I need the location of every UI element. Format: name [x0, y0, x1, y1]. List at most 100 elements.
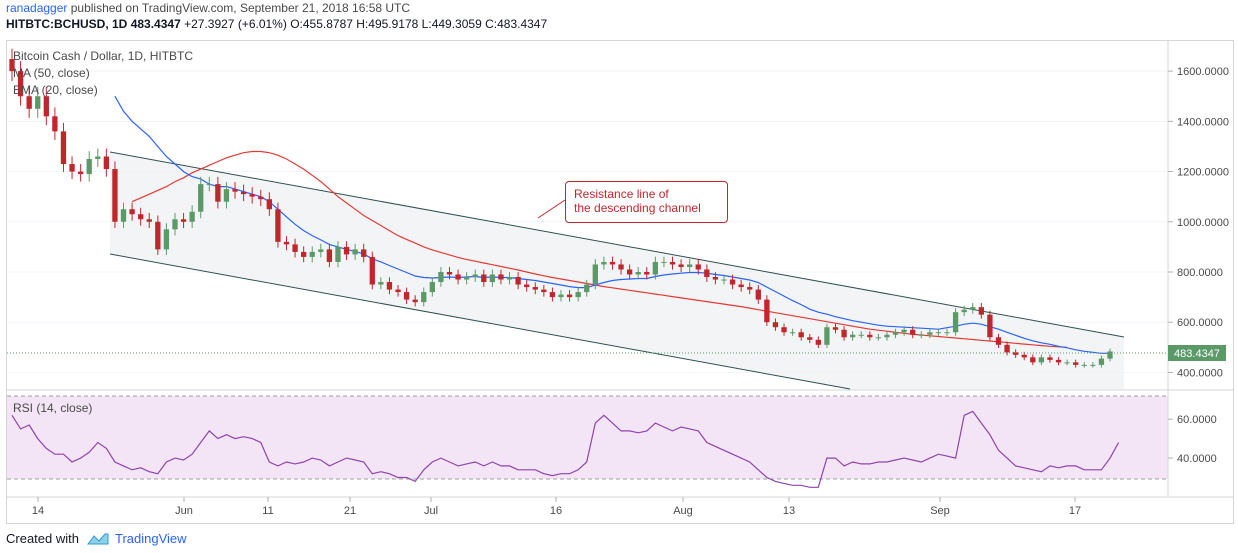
candle-body: [515, 277, 521, 285]
candle-body: [772, 322, 779, 328]
candle-body: [9, 59, 15, 72]
candle-body: [146, 219, 152, 222]
time-tick-label: 11: [262, 505, 273, 517]
candle-body: [103, 156, 110, 170]
time-tick-label: 16: [550, 505, 562, 517]
price-tick-label: 1600.0000: [1177, 66, 1229, 78]
candle-body: [532, 287, 538, 290]
published-text: published on TradingView.com, September …: [67, 1, 411, 15]
price-badge: 483.4347: [1174, 348, 1220, 360]
price-tick-label: 400.0000: [1177, 367, 1223, 379]
tradingview-link[interactable]: TradingView: [114, 531, 187, 546]
candle-body: [326, 249, 333, 262]
candle-body: [180, 219, 187, 222]
candle-body: [1073, 362, 1079, 365]
candle-body: [172, 219, 178, 230]
time-tick-label: 21: [344, 505, 356, 517]
candle-body: [815, 339, 822, 345]
candle-body: [858, 334, 864, 336]
candle-body: [240, 191, 247, 195]
candle-body: [549, 292, 556, 298]
candle-body: [215, 184, 221, 202]
candle-body: [300, 251, 307, 257]
candle-body: [601, 261, 607, 265]
candle-body: [541, 289, 547, 293]
candle-body: [283, 241, 290, 245]
price-tick-label: 1400.0000: [1177, 116, 1229, 128]
high-label: H:: [356, 17, 369, 31]
candle-body: [1047, 357, 1053, 360]
candle-body: [807, 337, 813, 340]
candle-body: [1030, 357, 1036, 363]
candle-body: [738, 284, 744, 288]
candle-body: [275, 209, 281, 242]
candle-body: [901, 329, 907, 333]
time-tick-label: 13: [783, 505, 795, 517]
candle-body: [635, 271, 641, 275]
time-tick-label: 17: [1069, 505, 1081, 517]
candle-body: [412, 299, 418, 303]
ma50-legend[interactable]: MA (50, close): [13, 66, 90, 80]
price-tick-label: 800.0000: [1177, 267, 1223, 279]
candle-body: [189, 211, 195, 222]
candle-body: [52, 116, 58, 132]
rsi-band: [7, 396, 1168, 479]
high-value: 495.9178: [368, 17, 419, 31]
candle-body: [1081, 364, 1087, 366]
candle-body: [626, 269, 633, 275]
candle-body: [609, 261, 616, 265]
price-tick-label: 1000.0000: [1177, 217, 1229, 229]
candle-body: [421, 292, 427, 303]
time-tick-label: Aug: [673, 505, 693, 517]
candle-body: [1021, 354, 1027, 358]
candle-body: [695, 264, 701, 270]
candle-body: [155, 221, 161, 250]
close-value: 483.4347: [497, 17, 548, 31]
candle-body: [798, 332, 804, 338]
candle-body: [678, 264, 684, 267]
candle-body: [26, 96, 32, 109]
time-tick-label: 14: [32, 505, 44, 517]
candle-body: [961, 309, 967, 313]
candle-body: [120, 209, 127, 222]
candle-body: [747, 287, 753, 290]
candle-body: [77, 171, 84, 175]
rsi-legend[interactable]: RSI (14, close): [13, 401, 93, 415]
author-link[interactable]: ranadagger: [6, 1, 68, 15]
candle-body: [86, 159, 92, 175]
candle-body: [721, 279, 727, 281]
candle-body: [661, 261, 667, 263]
candle-body: [875, 337, 882, 339]
candle-body: [575, 292, 581, 298]
ema20-legend[interactable]: EMA (20, close): [13, 83, 98, 97]
time-tick-label: Jun: [175, 505, 193, 517]
candle-body: [318, 249, 324, 252]
candle-body: [841, 329, 847, 338]
price-tick-label: 600.0000: [1177, 317, 1223, 329]
low-value: 449.3059: [431, 17, 482, 31]
time-tick-label: Jul: [424, 505, 438, 517]
chart-frame[interactable]: [6, 40, 1234, 524]
candle-body: [35, 96, 41, 109]
close-label: C:: [485, 17, 498, 31]
candle-body: [927, 332, 933, 335]
candle-body: [789, 332, 796, 334]
candle-body: [910, 329, 916, 335]
open-value: 455.8787: [302, 17, 353, 31]
candle-body: [1055, 359, 1062, 363]
candle-body: [43, 96, 49, 117]
footer: Created with TradingView: [6, 531, 187, 546]
candle-body: [335, 246, 341, 262]
candle-body: [995, 337, 1002, 345]
candle-body: [558, 294, 564, 298]
candle-body: [755, 289, 761, 300]
rsi-tick-label: 40.0000: [1177, 453, 1217, 465]
candle-body: [481, 274, 487, 283]
candle-body: [163, 229, 170, 250]
candle-body: [832, 327, 839, 330]
candle-body: [438, 271, 444, 283]
candle-body: [258, 196, 264, 200]
candle-body: [489, 274, 496, 283]
candle-body: [592, 264, 598, 285]
